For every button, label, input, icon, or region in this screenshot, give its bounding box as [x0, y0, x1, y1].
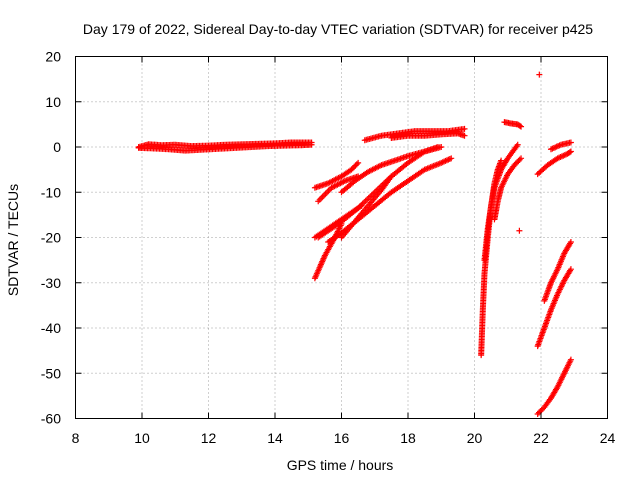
- data-series-15: [501, 119, 525, 130]
- axis-ticks: [75, 56, 608, 419]
- data-point: [511, 162, 518, 169]
- y-axis-tick-labels: -60 -50 -40 -30 -20 -10 0 10 20: [41, 49, 61, 427]
- data-point: [567, 148, 574, 155]
- y-tick-label: 10: [45, 94, 61, 110]
- data-point: [351, 163, 358, 170]
- y-tick-label: -10: [41, 184, 61, 200]
- y-tick-label: -20: [41, 230, 61, 246]
- data-series-6: [325, 155, 455, 246]
- data-point: [567, 356, 574, 363]
- data-point: [516, 122, 523, 129]
- data-series-14: [491, 155, 525, 223]
- data-point: [388, 173, 395, 180]
- data-point: [348, 166, 355, 173]
- y-tick-label: -40: [41, 320, 61, 336]
- data-point: [538, 406, 545, 413]
- chart-title: Day 179 of 2022, Sidereal Day-to-day VTE…: [83, 21, 593, 37]
- data-series-9: [315, 173, 362, 205]
- data-series-13: [481, 141, 521, 264]
- data-point: [355, 173, 362, 180]
- data-series-16: [516, 227, 523, 234]
- x-tick-label: 22: [533, 430, 549, 446]
- x-tick-label: 12: [201, 430, 217, 446]
- data-point: [536, 71, 543, 78]
- data-point: [515, 158, 522, 165]
- x-tick-label: 14: [267, 430, 283, 446]
- data-point: [352, 162, 359, 169]
- y-tick-label: -50: [41, 365, 61, 381]
- y-tick-label: -60: [41, 411, 61, 427]
- data-series-19: [547, 139, 574, 153]
- x-tick-label: 24: [600, 430, 616, 446]
- data-point: [518, 123, 525, 130]
- data-point: [514, 141, 521, 148]
- x-tick-label: 16: [334, 430, 350, 446]
- data-point: [534, 410, 541, 417]
- data-point: [448, 155, 455, 162]
- x-tick-label: 8: [72, 430, 80, 446]
- data-series-20: [541, 239, 574, 304]
- data-point: [349, 165, 356, 172]
- data-point: [567, 239, 574, 246]
- data-point: [567, 266, 574, 273]
- data-series-11: [388, 130, 468, 141]
- data-series-10: [361, 125, 468, 144]
- y-tick-label: 0: [53, 139, 61, 155]
- data-series-8: [338, 173, 395, 241]
- data-point: [438, 144, 445, 150]
- data-point: [308, 141, 315, 148]
- data-series-5: [315, 144, 441, 241]
- data-series-1: [135, 141, 315, 154]
- data-series-17: [536, 71, 543, 78]
- data-point: [518, 155, 525, 162]
- x-axis-title: GPS time / hours: [287, 457, 394, 473]
- data-point: [566, 149, 573, 156]
- data-point: [512, 160, 519, 167]
- data-point: [567, 139, 574, 146]
- data-point: [514, 159, 521, 166]
- data-series-21: [534, 266, 574, 350]
- x-axis-tick-labels: 8 10 12 14 16 18 20 22 24: [72, 430, 616, 446]
- data-point: [461, 132, 468, 139]
- x-tick-label: 10: [134, 430, 150, 446]
- data-point: [537, 408, 544, 415]
- data-point: [355, 159, 362, 166]
- data-series: [135, 71, 574, 417]
- data-series-2: [311, 159, 362, 191]
- x-tick-label: 20: [467, 430, 483, 446]
- y-tick-label: -30: [41, 275, 61, 291]
- data-point: [516, 156, 523, 163]
- y-axis-title: SDTVAR / TECUs: [5, 184, 21, 296]
- x-tick-label: 18: [400, 430, 416, 446]
- data-series-18: [534, 148, 574, 178]
- data-point: [353, 161, 360, 168]
- data-series-22: [534, 356, 574, 417]
- data-point: [516, 227, 523, 234]
- data-point: [461, 125, 468, 132]
- y-tick-label: 20: [45, 49, 61, 65]
- data-series-7: [338, 144, 445, 196]
